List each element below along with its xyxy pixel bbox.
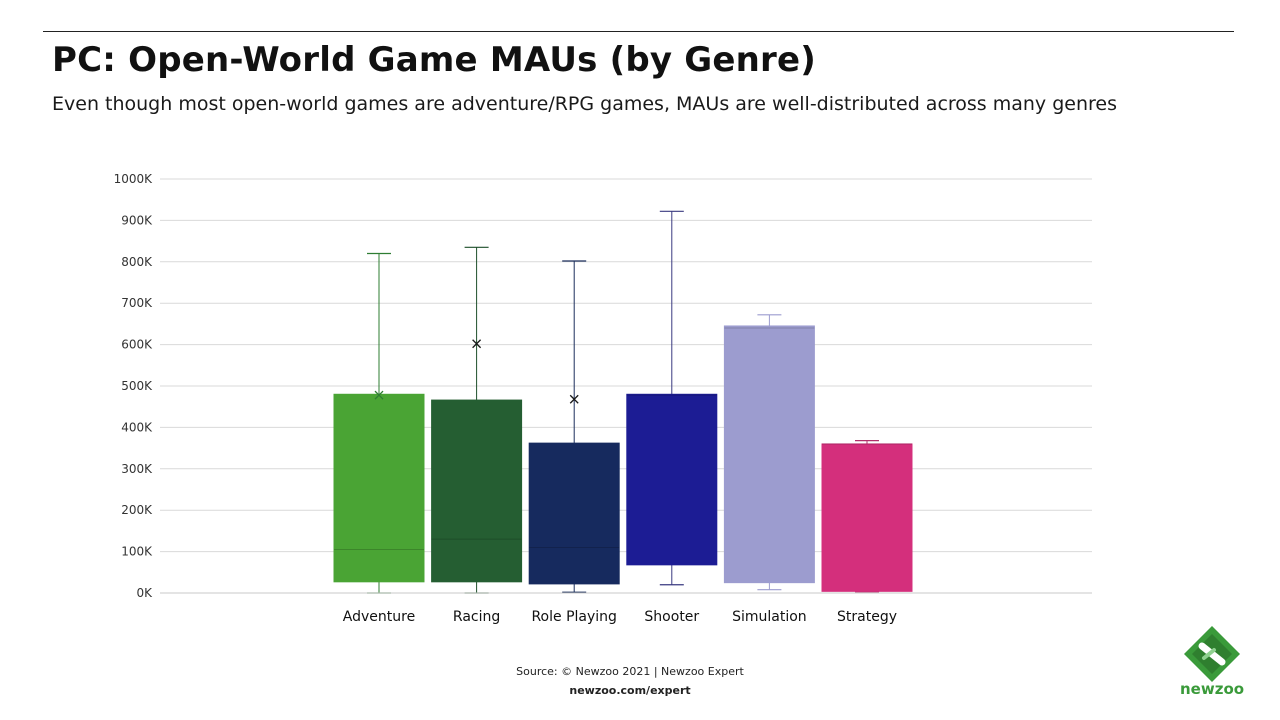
y-tick-label: 100K [121,545,153,559]
source-url: newzoo.com/expert [569,684,691,697]
y-tick-label: 900K [121,213,153,227]
box [528,442,620,585]
y-tick-label: 800K [121,255,153,269]
box [431,399,523,583]
y-tick-label: 400K [121,420,153,434]
box [821,443,913,592]
x-category-label: Strategy [837,609,897,625]
y-tick-label: 200K [121,503,153,517]
y-tick-label: 500K [121,379,153,393]
page-subtitle: Even though most open-world games are ad… [52,93,1117,115]
y-tick-label: 600K [121,338,153,352]
y-tick-label: 300K [121,462,153,476]
newzoo-logo-icon [1184,626,1240,682]
box [333,393,425,583]
x-category-label: Adventure [343,609,415,625]
top-divider [43,31,1234,32]
x-category-label: Racing [453,609,500,625]
x-category-label: Role Playing [531,609,616,625]
y-tick-label: 700K [121,296,153,310]
y-tick-label: 0K [136,586,153,600]
box [723,325,815,584]
source-caption: Source: © Newzoo 2021 | Newzoo Expert [516,665,744,678]
page-title: PC: Open-World Game MAUs (by Genre) [52,40,817,80]
mean-marker [374,390,384,400]
x-category-label: Simulation [732,609,807,625]
logo-wordmark: newzoo [1180,680,1245,698]
box [626,393,718,566]
x-category-label: Shooter [644,609,699,625]
mean-marker [569,394,579,404]
y-tick-label: 1000K [114,172,154,186]
mean-marker [472,339,482,349]
